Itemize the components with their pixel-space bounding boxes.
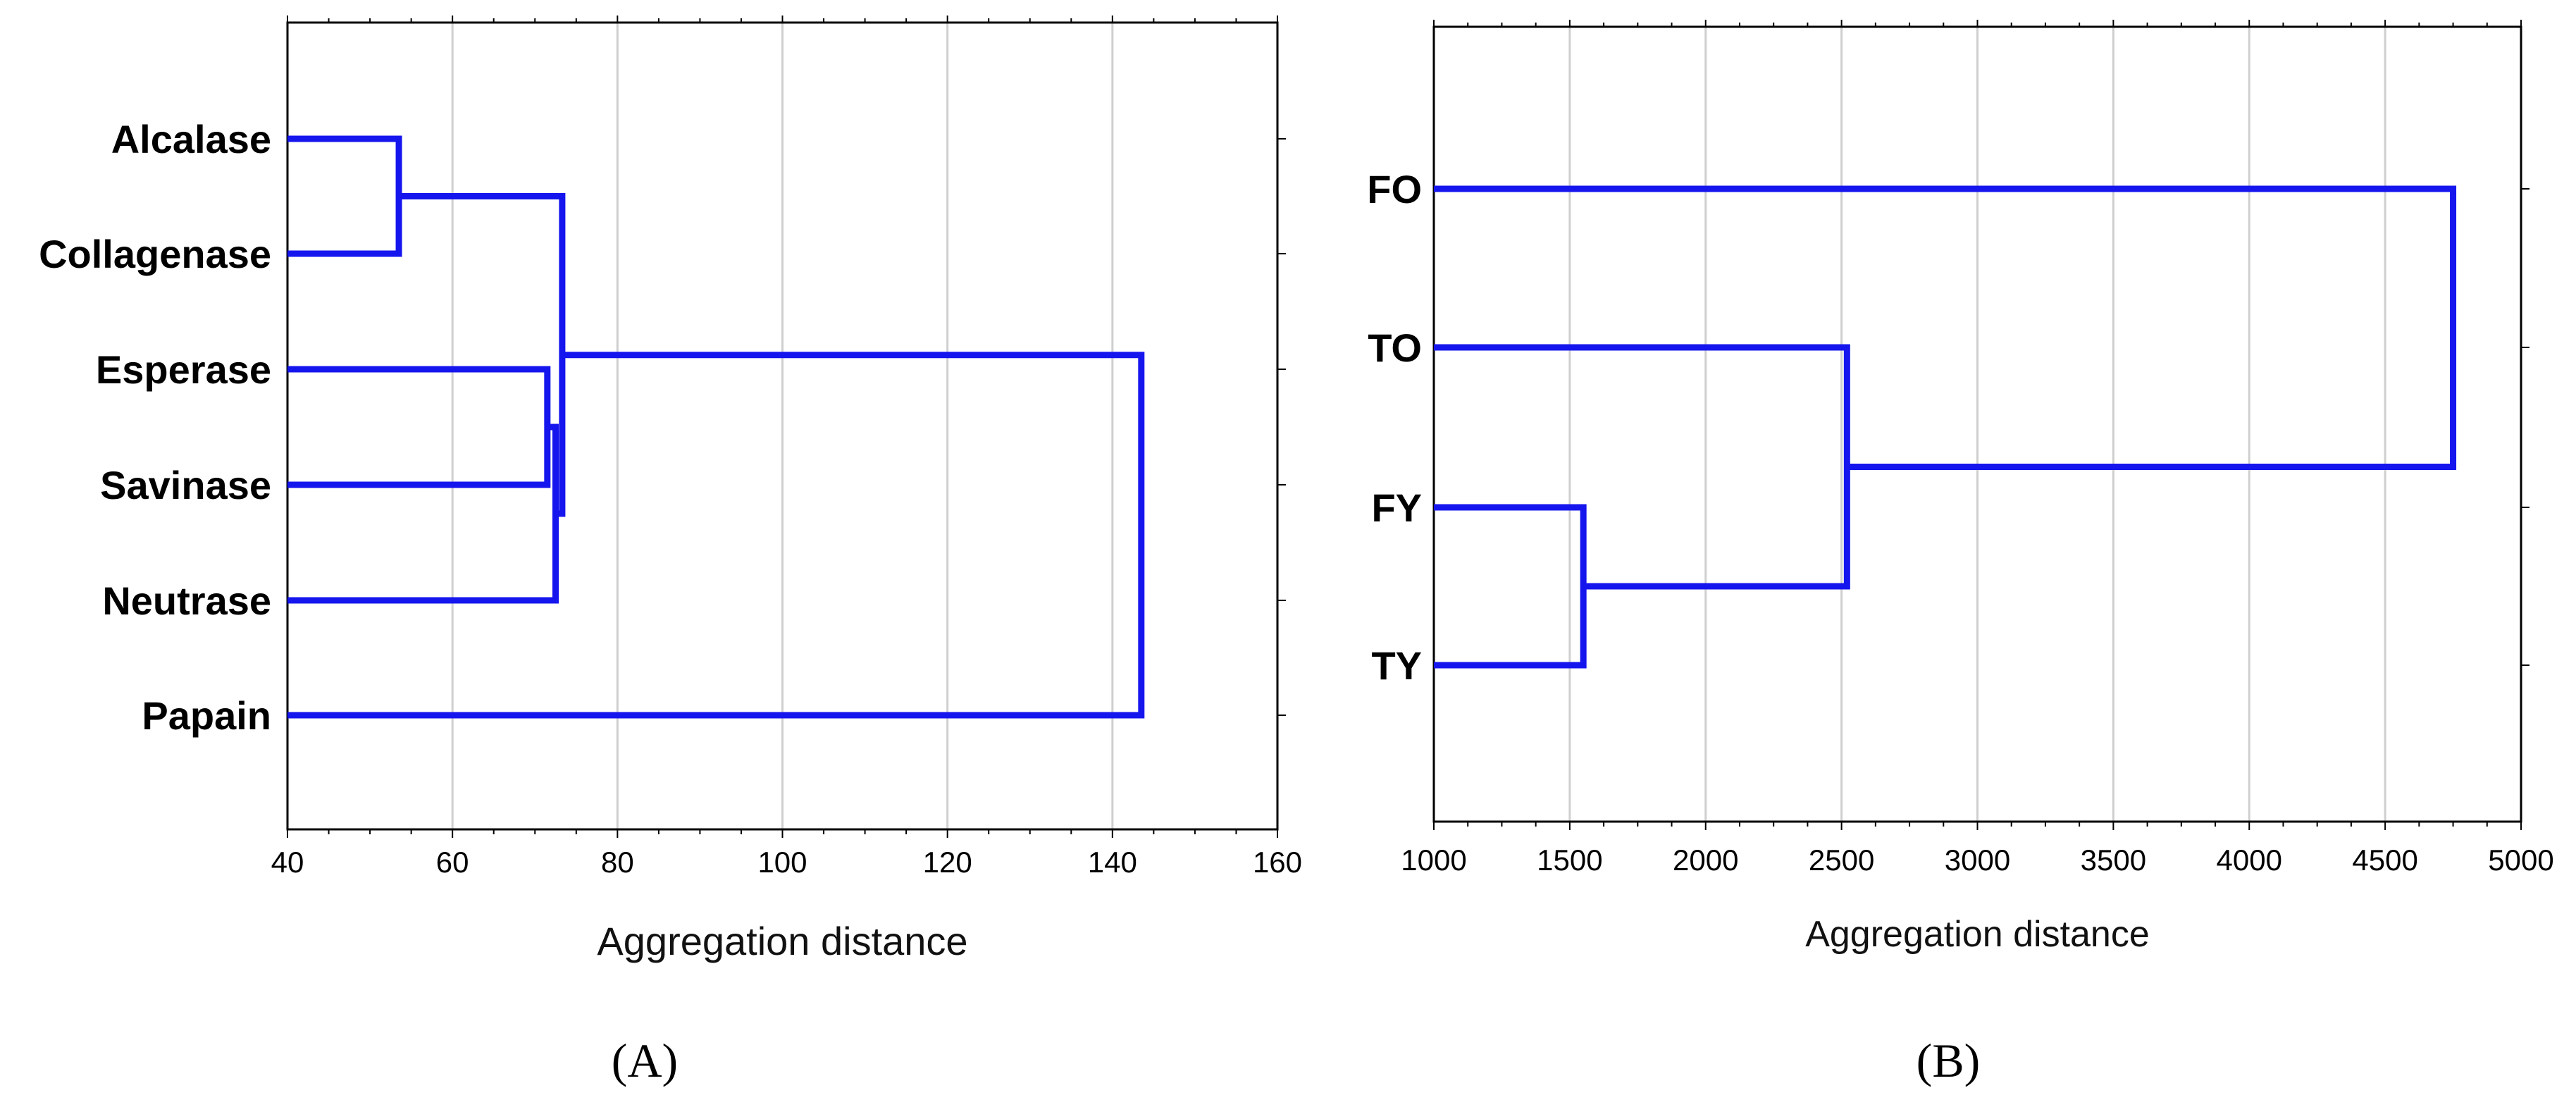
leaf-label: Alcalase bbox=[111, 117, 271, 161]
leaf-label: FO bbox=[1367, 167, 1422, 211]
panel-label: (A) bbox=[612, 1034, 678, 1087]
x-tick-label: 140 bbox=[1088, 846, 1137, 879]
x-tick-label: 5000 bbox=[2488, 843, 2553, 877]
leaf-label: Papain bbox=[142, 693, 271, 738]
x-tick-label: 1500 bbox=[1537, 843, 1602, 877]
x-tick-label: 40 bbox=[271, 846, 304, 879]
leaf-label: Neutrase bbox=[102, 579, 271, 623]
x-tick-label: 4000 bbox=[2217, 843, 2282, 877]
dendrogram-branch bbox=[1434, 504, 1587, 669]
leaf-label: Savinase bbox=[100, 463, 271, 507]
x-axis-label: Aggregation distance bbox=[597, 919, 967, 963]
dendrogram-branch bbox=[1434, 185, 2457, 470]
x-axis-label: Aggregation distance bbox=[1805, 914, 2150, 955]
leaf-label: Esperase bbox=[96, 347, 271, 392]
x-tick-label: 80 bbox=[601, 846, 634, 879]
leaf-label: TO bbox=[1368, 326, 1422, 370]
x-tick-label: 3500 bbox=[2081, 843, 2146, 877]
dendrogram-branch bbox=[287, 366, 551, 488]
panel-b: 1000 1500 2000 2500 3000 3500 4000 4500 5000 Aggr… bbox=[1367, 20, 2554, 1087]
plot-frame bbox=[1432, 25, 2522, 823]
dendrogram-branch bbox=[287, 352, 1145, 719]
x-tick-label: 120 bbox=[923, 846, 972, 879]
leaf-label: Collagenase bbox=[39, 232, 271, 276]
x-tick-label: 4500 bbox=[2352, 843, 2417, 877]
x-tick-label: 2500 bbox=[1809, 843, 1874, 877]
leaf-label: FY bbox=[1371, 486, 1422, 530]
dendrogram-branch bbox=[399, 193, 566, 517]
dendrogram-branch bbox=[1434, 344, 1850, 590]
panel-label: (B) bbox=[1916, 1034, 1981, 1087]
x-tick-label: 60 bbox=[436, 846, 469, 879]
x-tick-label: 2000 bbox=[1673, 843, 1738, 877]
dendrogram-branch bbox=[287, 135, 402, 257]
x-tick-label: 3000 bbox=[1945, 843, 2010, 877]
panel-a: 40 60 80 100 120 140 160 Aggregation distance (A… bbox=[39, 16, 1302, 1087]
x-tick-label: 100 bbox=[757, 846, 807, 879]
dendrogram-branch bbox=[287, 423, 559, 604]
x-tick-label: 160 bbox=[1253, 846, 1302, 879]
plot-frame bbox=[286, 21, 1279, 831]
leaf-label: TY bbox=[1371, 643, 1422, 688]
x-tick-label: 1000 bbox=[1401, 843, 1466, 877]
